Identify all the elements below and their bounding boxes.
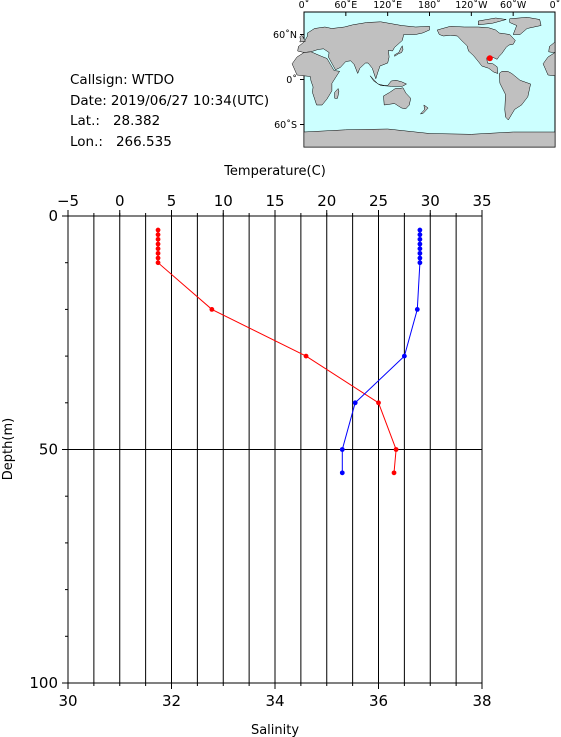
salinity-data-point: [417, 260, 423, 266]
map-lat-label: 60˚S: [274, 120, 297, 131]
depth-tick-label: 50: [39, 441, 58, 459]
temperature-data-point: [155, 232, 161, 238]
map-lon-ticks: 0˚ 60˚E 120˚E 180˚ 120˚W 60˚W 0˚: [299, 0, 561, 16]
land-greenland: [509, 17, 542, 35]
map-lon-label: 120˚E: [373, 0, 402, 11]
depth-axis-title: Depth(m): [1, 418, 16, 480]
temperature-axis-title: Temperature(C): [223, 164, 326, 179]
salinity-data-point: [417, 241, 423, 247]
temperature-data-point: [209, 307, 215, 312]
world-map: 0˚ 60˚E 120˚E 180˚ 120˚W 60˚W 0˚ 60˚N 0˚ 60˚S: [273, 0, 561, 148]
map-lon-label: 120˚W: [455, 0, 488, 11]
land-africa: [291, 51, 341, 106]
chart-grid: [68, 216, 482, 683]
temperature-data-point: [155, 246, 161, 252]
salinity-tick-label: 34: [265, 692, 284, 710]
temperature-data-point: [155, 236, 161, 242]
date-row: Date: 2019/06/27 10:34(UTC): [70, 91, 269, 112]
salinity-axis: 30 32 34 36 38: [58, 683, 492, 710]
salinity-profile-line: [341, 230, 421, 473]
lon-label: Lon.:: [70, 133, 103, 150]
map-lon-label: 0˚: [299, 0, 310, 11]
temperature-data-point: [155, 260, 161, 266]
salinity-data-point: [339, 447, 345, 452]
land-north-america: [436, 26, 516, 74]
land-arctic-islands: [478, 17, 507, 26]
map-lat-ticks: 60˚N 0˚ 60˚S: [273, 30, 304, 131]
temperature-tick-label: 20: [317, 192, 336, 210]
date-value: 2019/06/27 10:34(UTC): [110, 92, 270, 109]
salinity-data-point: [417, 236, 423, 242]
temperature-data-point: [391, 470, 397, 476]
depth-tick-label: 0: [48, 207, 58, 225]
temperature-data-point: [155, 227, 161, 233]
lat-row: Lat.: 28.382: [70, 111, 269, 132]
land-uk: [299, 34, 306, 43]
land-africa-west: [542, 52, 556, 77]
land-indonesia: [369, 75, 408, 87]
temperature-tick-label: −5: [57, 192, 79, 210]
map-lat-label: 60˚N: [273, 30, 297, 41]
salinity-data-point: [417, 232, 423, 238]
callsign-value: WTDO: [131, 72, 175, 88]
lon-value: 266.535: [115, 133, 172, 150]
temperature-axis: −5 0 5 10 15 20 25 30 35: [57, 192, 492, 216]
temperature-profile-line: [157, 230, 397, 473]
temperature-data-point: [303, 353, 309, 359]
temperature-tick-label: 15: [265, 192, 284, 210]
land-new-zealand: [419, 104, 429, 115]
callsign-row: Callsign: WTDO: [70, 70, 269, 91]
salinity-data-point: [417, 255, 423, 261]
land-australia: [383, 87, 411, 110]
lat-label: Lat.:: [70, 113, 100, 129]
station-info: Callsign: WTDO Date: 2019/06/27 10:34(UTC)…: [70, 70, 269, 152]
temperature-tick-label: 30: [421, 192, 440, 210]
temperature-tick-label: 25: [369, 192, 388, 210]
land-madagascar: [334, 87, 340, 99]
land-japan: [394, 45, 404, 57]
temperature-tick-label: 5: [167, 192, 177, 210]
salinity-data-point: [352, 400, 358, 406]
salinity-data-point: [401, 353, 407, 359]
lon-row: Lon.: 266.535: [70, 132, 269, 153]
temperature-tick-label: 0: [115, 192, 125, 210]
land-south-america: [498, 71, 531, 121]
series-layer: [155, 227, 423, 476]
salinity-tick-label: 30: [58, 692, 77, 710]
map-lon-label: 60˚W: [500, 0, 527, 11]
salinity-data-point: [417, 250, 423, 256]
map-lat-label: 0˚: [286, 75, 297, 86]
salinity-data-point: [417, 246, 423, 252]
map-lon-label: 180˚: [418, 0, 441, 11]
temperature-data-point: [155, 241, 161, 247]
salinity-tick-label: 36: [369, 692, 388, 710]
station-marker: [486, 55, 493, 62]
salinity-tick-label: 38: [472, 692, 491, 710]
salinity-axis-title: Salinity: [251, 723, 299, 737]
land-antarctica: [303, 128, 556, 148]
depth-axis: 0 50 100: [29, 207, 68, 692]
callsign-label: Callsign:: [70, 72, 128, 88]
salinity-data-point: [339, 470, 345, 476]
map-land: [291, 17, 556, 148]
temperature-data-point: [376, 400, 381, 406]
temperature-tick-label: 35: [472, 192, 491, 210]
salinity-data-point: [414, 307, 420, 312]
temperature-data-point: [155, 250, 161, 256]
map-lon-label: 0˚: [550, 0, 561, 11]
salinity-tick-label: 32: [162, 692, 181, 710]
land-europe-asia: [297, 21, 430, 80]
salinity-data-point: [417, 227, 423, 233]
depth-tick-label: 100: [29, 674, 58, 692]
temperature-tick-label: 10: [214, 192, 233, 210]
temperature-data-point: [393, 447, 399, 452]
temperature-data-point: [155, 255, 161, 261]
lat-value: 28.382: [112, 113, 161, 129]
date-label: Date:: [70, 92, 107, 109]
land-europe-west: [548, 41, 556, 53]
map-lon-label: 60˚E: [334, 0, 357, 11]
